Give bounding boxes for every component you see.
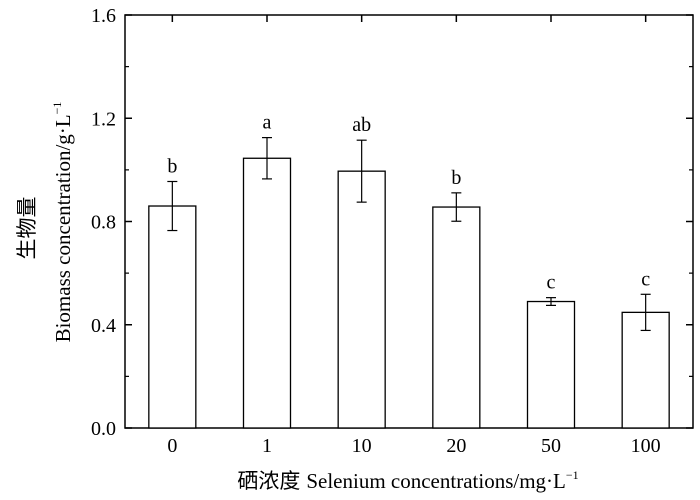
bar — [432, 206, 481, 429]
y-tick-label: 1.6 — [91, 5, 116, 27]
bar — [148, 205, 197, 429]
y-axis-ticks — [125, 14, 693, 429]
x-tick-label: 20 — [446, 435, 466, 457]
y-axis-title-chinese: 生物量 — [15, 197, 39, 260]
y-axis-title: Biomass concentration/g·L−1 — [50, 102, 75, 343]
y-tick-label: 0.0 — [91, 418, 116, 440]
plot-frame — [124, 14, 694, 429]
bar — [242, 157, 292, 429]
significance-label: ab — [352, 114, 371, 136]
x-axis-tick-labels: 0 1 10 20 50 100 — [167, 435, 660, 457]
x-axis-title-chinese: 硒浓度 — [237, 469, 300, 493]
y-axis-tick-labels: 0.0 0.4 0.8 1.2 1.6 — [91, 5, 116, 440]
significance-label: c — [641, 268, 650, 290]
bar — [526, 300, 576, 429]
error-bars — [167, 137, 651, 332]
bars — [148, 157, 670, 429]
significance-label: a — [263, 112, 272, 134]
y-tick-label: 1.2 — [91, 108, 116, 130]
x-tick-label: 0 — [167, 435, 177, 457]
bar — [621, 311, 670, 429]
y-tick-label: 0.8 — [91, 212, 116, 234]
y-axis-title-text: Biomass concentration/g·L — [51, 114, 75, 342]
x-tick-label: 10 — [352, 435, 372, 457]
significance-label: b — [167, 155, 177, 177]
x-axis-title: 硒浓度 Selenium concentrations/mg·L−1 — [237, 468, 578, 493]
y-axis-title-superscript: −1 — [50, 102, 64, 115]
bar — [337, 170, 386, 429]
x-tick-label: 1 — [262, 435, 272, 457]
y-tick-label: 0.4 — [91, 315, 116, 337]
x-tick-label: 50 — [541, 435, 561, 457]
x-axis-title-superscript: −1 — [566, 468, 579, 482]
x-axis-title-text: Selenium concentrations/mg·L — [306, 469, 566, 493]
x-tick-label: 100 — [631, 435, 661, 457]
significance-label: c — [547, 272, 556, 294]
significance-labels: b a ab b c c — [167, 112, 650, 294]
significance-label: b — [451, 167, 461, 189]
